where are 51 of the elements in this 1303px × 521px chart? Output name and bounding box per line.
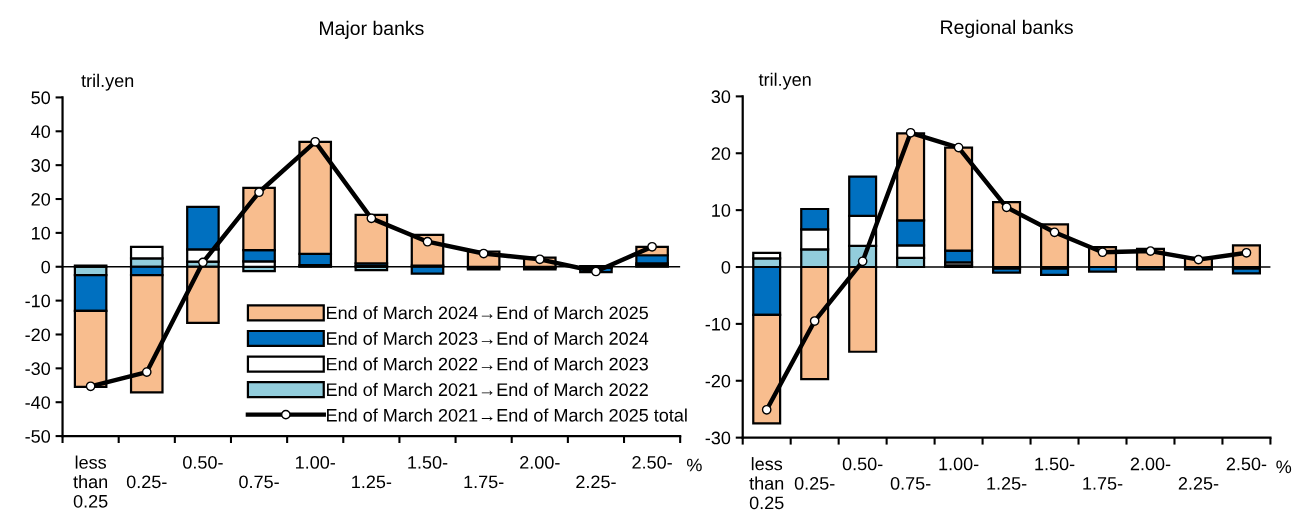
y-tick-label: 0: [41, 260, 51, 274]
y-tick-label: -20: [25, 328, 51, 342]
y-tick-label: 30: [31, 159, 51, 172]
y-tick-label: -50: [25, 430, 51, 443]
x-tick-label: 2.00-: [1130, 457, 1171, 471]
x-tick-label: 0.50-: [183, 456, 223, 469]
x-tick-label: 2.25-: [576, 475, 616, 489]
x-tick-label: 2.50-: [1226, 457, 1267, 471]
x-tick-label: 2.25-: [1178, 477, 1219, 490]
y-tick-label: 50: [31, 91, 51, 105]
y-tick-label: 0: [721, 260, 731, 274]
x-tick-label: 2.00-: [520, 456, 560, 469]
y-tick-label: -30: [705, 431, 731, 445]
x-tick-label: less than 0.25: [73, 455, 108, 508]
y-tick-label: 40: [31, 125, 51, 139]
legend-label: End of March 2023→End of March 2024: [327, 331, 649, 345]
y-tick-label: 20: [711, 147, 731, 160]
y-tick-label: -30: [25, 362, 51, 376]
y-axis-title: tril.yen: [758, 72, 811, 90]
y-tick-label: 30: [711, 90, 731, 104]
x-tick-label: 1.00-: [939, 457, 979, 471]
legend-label: End of March 2022→End of March 2023: [327, 357, 648, 371]
y-tick-label: 10: [32, 226, 51, 240]
y-tick-label: -40: [25, 396, 51, 409]
x-tick-label: 1.50-: [408, 456, 448, 469]
legend-label: End of March 2021→End of March 2022: [327, 382, 648, 397]
x-tick-label: 0.25-: [794, 477, 835, 490]
chart-title: Regional banks: [941, 19, 1073, 38]
y-tick-label: -20: [705, 374, 731, 388]
legend-label: End of March 2021→End of March 2025 total: [327, 408, 687, 422]
x-tick-label: 0.75-: [890, 477, 931, 490]
x-tick-label: 1.25-: [987, 477, 1027, 490]
x-tick-label: 1.75-: [464, 475, 504, 489]
x-tick-label: 1.25-: [352, 475, 392, 489]
x-tick-label: less than 0.25: [749, 457, 784, 510]
y-tick-label: 10: [712, 204, 731, 217]
x-axis-title: %: [1276, 460, 1292, 474]
y-tick-label: -10: [25, 294, 51, 308]
legend-label: End of March 2024→End of March 2025: [327, 306, 648, 320]
x-tick-label: 0.25-: [126, 475, 167, 489]
x-axis-title: %: [686, 458, 702, 472]
x-tick-label: 2.50-: [632, 456, 672, 469]
x-tick-label: 0.50-: [842, 457, 883, 471]
chart-title: Major banks: [320, 20, 424, 39]
y-axis-title: tril.yen: [81, 73, 134, 91]
x-tick-label: 0.75-: [239, 475, 279, 489]
x-tick-label: 1.00-: [296, 456, 335, 469]
y-tick-label: -10: [705, 317, 731, 331]
y-tick-label: 20: [31, 192, 51, 206]
x-tick-label: 1.75-: [1083, 477, 1123, 490]
x-tick-label: 1.50-: [1035, 457, 1075, 471]
